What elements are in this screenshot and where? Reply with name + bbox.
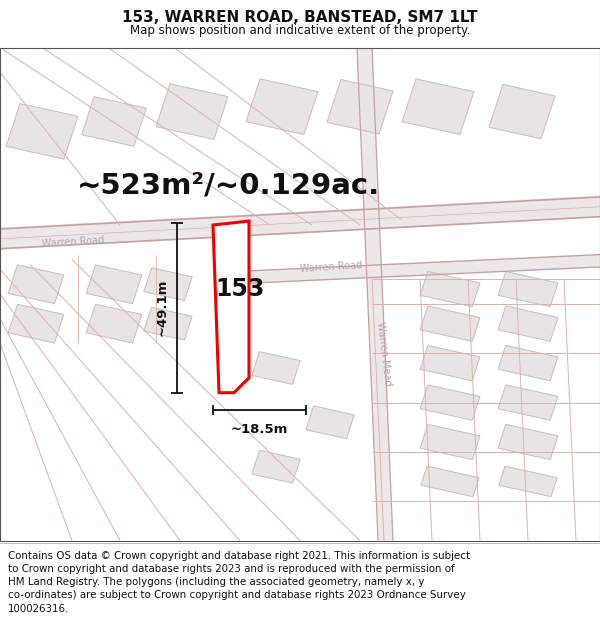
Text: Contains OS data © Crown copyright and database right 2021. This information is : Contains OS data © Crown copyright and d… [8, 551, 470, 614]
Polygon shape [8, 265, 64, 304]
Polygon shape [82, 97, 146, 146]
Polygon shape [144, 268, 192, 301]
Polygon shape [498, 424, 558, 459]
Polygon shape [156, 84, 228, 139]
Polygon shape [252, 450, 300, 483]
Polygon shape [86, 265, 142, 304]
Polygon shape [489, 84, 555, 139]
Polygon shape [498, 271, 558, 307]
Text: 153: 153 [215, 277, 265, 301]
Polygon shape [327, 79, 393, 134]
Polygon shape [498, 306, 558, 341]
Polygon shape [499, 466, 557, 497]
Text: Map shows position and indicative extent of the property.: Map shows position and indicative extent… [130, 24, 470, 37]
Polygon shape [86, 304, 142, 343]
Polygon shape [246, 79, 318, 134]
Text: Warren Mead: Warren Mead [375, 321, 393, 386]
Polygon shape [420, 424, 480, 459]
Text: Warren Road: Warren Road [42, 236, 105, 249]
Text: ~49.1m: ~49.1m [155, 279, 169, 336]
Text: ~18.5m: ~18.5m [231, 423, 288, 436]
Polygon shape [144, 308, 192, 340]
Polygon shape [420, 346, 480, 381]
Polygon shape [420, 306, 480, 341]
Polygon shape [0, 196, 600, 249]
Polygon shape [252, 352, 300, 384]
Polygon shape [421, 466, 479, 497]
Polygon shape [420, 271, 480, 307]
Polygon shape [228, 254, 600, 284]
Polygon shape [213, 221, 249, 392]
Text: 153, WARREN ROAD, BANSTEAD, SM7 1LT: 153, WARREN ROAD, BANSTEAD, SM7 1LT [122, 11, 478, 26]
Polygon shape [6, 104, 78, 159]
Polygon shape [498, 385, 558, 420]
Polygon shape [402, 79, 474, 134]
Text: ~523m²/~0.129ac.: ~523m²/~0.129ac. [76, 172, 380, 199]
Polygon shape [357, 48, 393, 541]
Polygon shape [306, 406, 354, 439]
Polygon shape [498, 346, 558, 381]
Polygon shape [8, 304, 64, 343]
Text: Warren Road: Warren Road [300, 260, 363, 274]
Polygon shape [420, 385, 480, 420]
